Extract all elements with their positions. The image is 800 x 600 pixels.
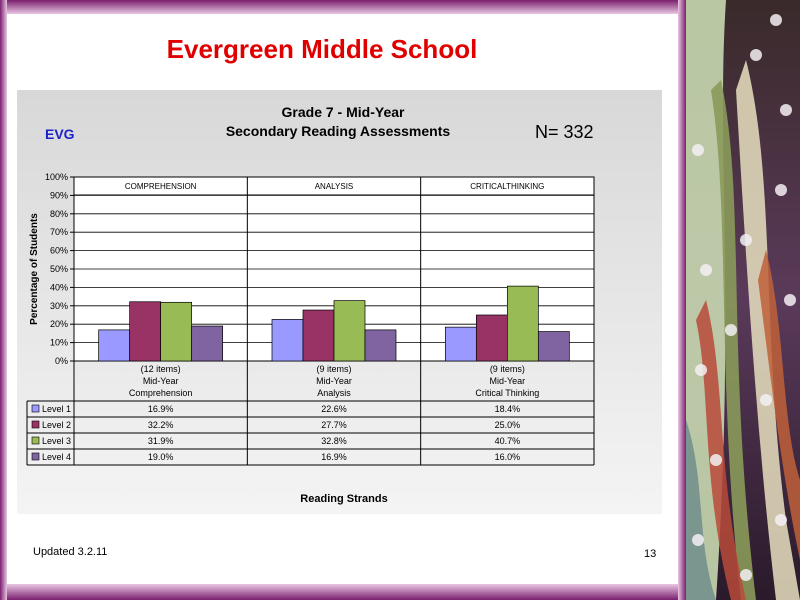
group-header: CRITICALTHINKING (470, 182, 544, 191)
x-axis-label: Reading Strands (300, 493, 387, 505)
data-label: 40.7% (495, 436, 521, 446)
bar-level-4 (364, 329, 397, 362)
decorative-pattern-art (686, 0, 800, 600)
footer-updated-date: Updated 3.2.11 (33, 546, 108, 558)
data-label: 16.9% (321, 452, 347, 462)
y-tick-label: 20% (50, 319, 68, 329)
data-label: 18.4% (495, 404, 521, 414)
bar-level-3 (333, 300, 366, 362)
x-category-label: Mid-Year (489, 376, 525, 386)
bar-level-1 (98, 329, 131, 362)
bar-level-4 (537, 331, 570, 362)
legend-label: Level 4 (42, 452, 71, 462)
x-category-label: Mid-Year (143, 376, 179, 386)
data-label: 16.0% (495, 452, 521, 462)
y-tick-label: 10% (50, 338, 68, 348)
school-code-label: EVG (45, 126, 75, 142)
chart-subtitle: Secondary Reading Assessments (225, 123, 451, 139)
x-category-label: Comprehension (129, 388, 193, 398)
data-label: 31.9% (148, 436, 174, 446)
legend-key (31, 420, 40, 429)
x-category-label: Analysis (317, 388, 351, 398)
group-header: COMPREHENSION (125, 182, 197, 191)
y-tick-label: 50% (50, 264, 68, 274)
y-tick-label: 70% (50, 227, 68, 237)
data-label: 32.8% (321, 436, 347, 446)
bar-level-1 (271, 319, 304, 362)
y-tick-label: 60% (50, 246, 68, 256)
frame-top (0, 0, 686, 14)
legend-key (31, 436, 40, 445)
frame-right (678, 0, 686, 600)
bar-level-4 (191, 325, 224, 362)
data-label: 22.6% (321, 404, 347, 414)
chart-title: Grade 7 - Mid-Year (281, 104, 405, 120)
data-label: 25.0% (495, 420, 521, 430)
y-tick-label: 30% (50, 301, 68, 311)
bar-level-3 (506, 285, 539, 362)
bar-level-2 (302, 309, 335, 362)
page-number: 13 (644, 548, 657, 560)
legend-label: Level 3 (42, 436, 71, 446)
legend-key (31, 452, 40, 461)
x-category-label: (9 items) (490, 364, 525, 374)
x-category-label: (9 items) (316, 364, 351, 374)
data-label: 19.0% (148, 452, 174, 462)
y-tick-label: 80% (50, 209, 68, 219)
legend-label: Level 1 (42, 404, 71, 414)
data-label: 27.7% (321, 420, 347, 430)
data-label: 32.2% (148, 420, 174, 430)
group-header: ANALYSIS (315, 182, 354, 191)
decorative-pattern (686, 0, 800, 600)
data-label: 16.9% (148, 404, 174, 414)
bar-level-2 (129, 301, 162, 362)
bar-level-3 (160, 301, 193, 362)
n-count-label: N= 332 (535, 122, 594, 142)
frame-bottom (0, 584, 686, 600)
y-tick-label: 90% (50, 190, 68, 200)
x-category-label: (12 items) (141, 364, 181, 374)
legend-label: Level 2 (42, 420, 71, 430)
bar-level-1 (444, 326, 477, 362)
y-tick-label: 100% (45, 172, 68, 182)
x-category-label: Mid-Year (316, 376, 352, 386)
y-tick-label: 0% (55, 356, 68, 366)
page-title: Evergreen Middle School (166, 34, 478, 64)
frame-left (0, 0, 7, 600)
x-category-label: Critical Thinking (475, 388, 539, 398)
bar-level-2 (475, 314, 508, 362)
legend-key (31, 404, 40, 413)
y-axis-label: Percentage of Students (29, 213, 40, 325)
y-tick-label: 40% (50, 282, 68, 292)
